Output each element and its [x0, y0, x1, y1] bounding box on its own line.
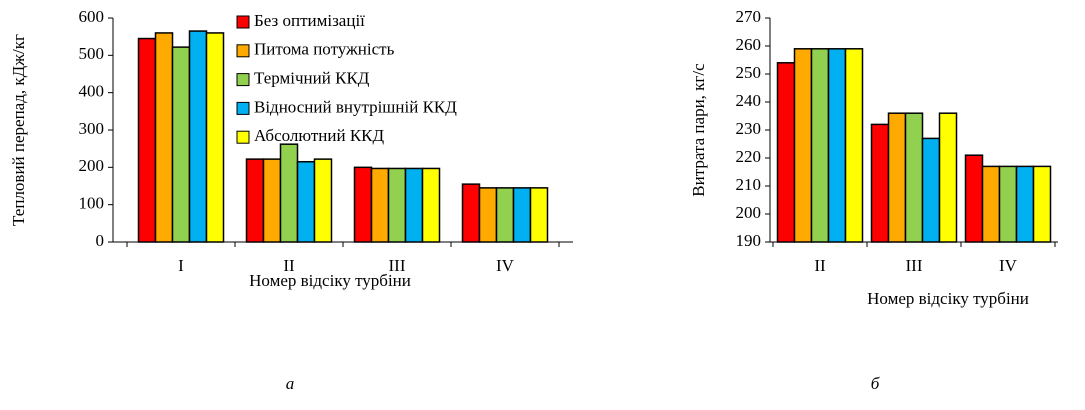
y-tick-label: 230: [736, 119, 762, 138]
x-axis-label: Номер відсіку турбіни: [249, 271, 411, 290]
y-tick-label: 100: [79, 194, 105, 213]
bar: [262, 158, 282, 243]
bar: [404, 167, 424, 243]
bar: [887, 112, 907, 243]
x-tick-label: IV: [999, 256, 1018, 275]
y-tick-label: 270: [736, 7, 762, 26]
bar: [478, 187, 498, 243]
y-tick-label: 260: [736, 35, 762, 54]
legend-swatch: [236, 15, 250, 29]
bar: [776, 62, 796, 243]
bar: [981, 165, 1001, 243]
bar: [313, 158, 333, 243]
x-tick-label: IV: [496, 256, 515, 275]
y-tick-label: 210: [736, 175, 762, 194]
bar: [529, 187, 549, 243]
legend-label: Термічний ККД: [254, 69, 370, 88]
bar: [370, 167, 390, 243]
bar: [171, 46, 191, 243]
y-tick-label: 600: [79, 7, 105, 26]
bar: [810, 48, 830, 243]
bar: [827, 48, 847, 243]
x-tick-label: II: [283, 256, 295, 275]
y-tick-label: 220: [736, 147, 762, 166]
bar: [964, 154, 984, 243]
legend-swatch: [236, 73, 250, 87]
bar: [279, 143, 299, 243]
bar: [461, 183, 481, 243]
bar: [921, 137, 941, 243]
legend-label: Абсолютний ККД: [254, 126, 384, 145]
y-tick-label: 200: [79, 156, 105, 175]
bar: [998, 165, 1018, 243]
bar: [1032, 165, 1052, 243]
y-tick-label: 250: [736, 63, 762, 82]
y-tick-label: 240: [736, 91, 762, 110]
bar: [495, 187, 515, 243]
bar: [870, 123, 890, 243]
x-axis-label: Номер відсіку турбіни: [867, 289, 1029, 308]
bar: [296, 160, 316, 243]
x-tick-label: III: [906, 256, 923, 275]
bar: [154, 32, 174, 243]
y-tick-label: 190: [736, 231, 762, 250]
x-tick-label: II: [814, 256, 826, 275]
legend-label: Відносний внутрішній ККД: [254, 97, 457, 116]
bar: [137, 37, 157, 243]
y-axis-label: Витрата пари, кг/с: [689, 63, 708, 197]
bar: [904, 112, 924, 243]
y-axis-label: Тепловий перепад, кДж/кг: [9, 34, 28, 226]
y-tick-label: 200: [736, 203, 762, 222]
y-tick-label: 0: [96, 231, 105, 250]
bar: [188, 30, 208, 243]
bar: [353, 166, 373, 243]
y-tick-label: 400: [79, 82, 105, 101]
legend-swatch: [236, 44, 250, 58]
legend-swatch: [236, 130, 250, 144]
bar: [387, 167, 407, 243]
x-tick-label: III: [389, 256, 406, 275]
legend-swatch: [236, 101, 250, 115]
caption: а: [286, 374, 295, 393]
bar: [512, 187, 532, 243]
bar: [844, 48, 864, 243]
y-tick-label: 300: [79, 119, 105, 138]
bar: [205, 32, 225, 243]
x-tick-label: I: [178, 256, 184, 275]
legend-label: Без оптимізації: [254, 11, 365, 30]
caption: б: [871, 374, 880, 393]
y-tick-label: 500: [79, 44, 105, 63]
legend-label: Питома потужність: [254, 40, 395, 59]
bar: [421, 167, 441, 243]
bar: [938, 112, 958, 243]
bar: [1015, 165, 1035, 243]
bar: [793, 48, 813, 243]
bar: [245, 158, 265, 243]
